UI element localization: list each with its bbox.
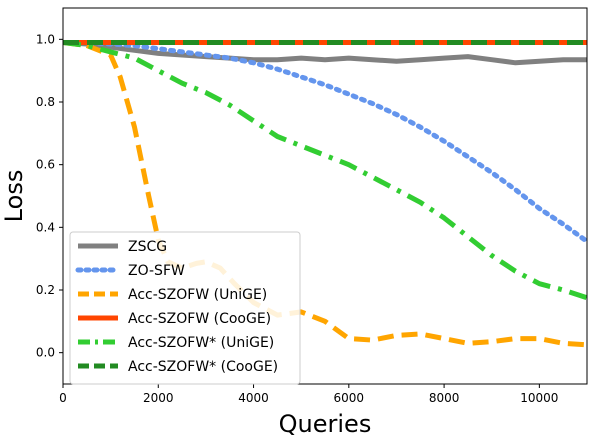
legend-label: Acc-SZOFW (CooGE)	[128, 311, 271, 327]
x-tick-label: 10000	[520, 391, 558, 405]
x-tick-label: 4000	[238, 391, 269, 405]
legend-box	[69, 231, 301, 385]
y-tick-label: 0.8	[36, 95, 55, 109]
x-tick-label: 8000	[429, 391, 460, 405]
plot-frame	[62, 7, 588, 385]
x-axis-title: Queries	[279, 410, 372, 438]
legend-label: Acc-SZOFW* (UniGE)	[128, 335, 274, 351]
y-tick-label: 0.6	[36, 158, 55, 172]
y-tick-label: 0.0	[36, 346, 55, 360]
y-tick-label: 0.2	[36, 283, 55, 297]
legend: ZSCG ZO-SFW Acc-SZOFW (UniGE) Acc-SZOFW (Co…	[69, 231, 301, 385]
series-layer	[63, 40, 587, 348]
x-axis-ticks: 0 2000 4000 6000 8000 10000	[59, 384, 558, 405]
series-line-5	[63, 40, 587, 301]
x-tick-label: 6000	[334, 391, 365, 405]
y-tick-label: 1.0	[36, 32, 55, 46]
legend-label: Acc-SZOFW (UniGE)	[128, 287, 267, 303]
x-tick-label: 0	[59, 391, 67, 405]
y-axis-ticks: 0.0 0.2 0.4 0.6 0.8 1.0	[36, 32, 63, 360]
y-axis-title: Loss	[0, 170, 28, 223]
legend-label: ZSCG	[128, 239, 167, 255]
x-tick-label: 2000	[143, 391, 174, 405]
legend-label: Acc-SZOFW* (CooGE)	[128, 359, 278, 375]
series-line-1	[63, 40, 587, 66]
series-line-3	[63, 40, 587, 348]
legend-label: ZO-SFW	[128, 263, 185, 279]
y-tick-label: 0.4	[36, 220, 55, 234]
series-line-2	[63, 40, 587, 244]
